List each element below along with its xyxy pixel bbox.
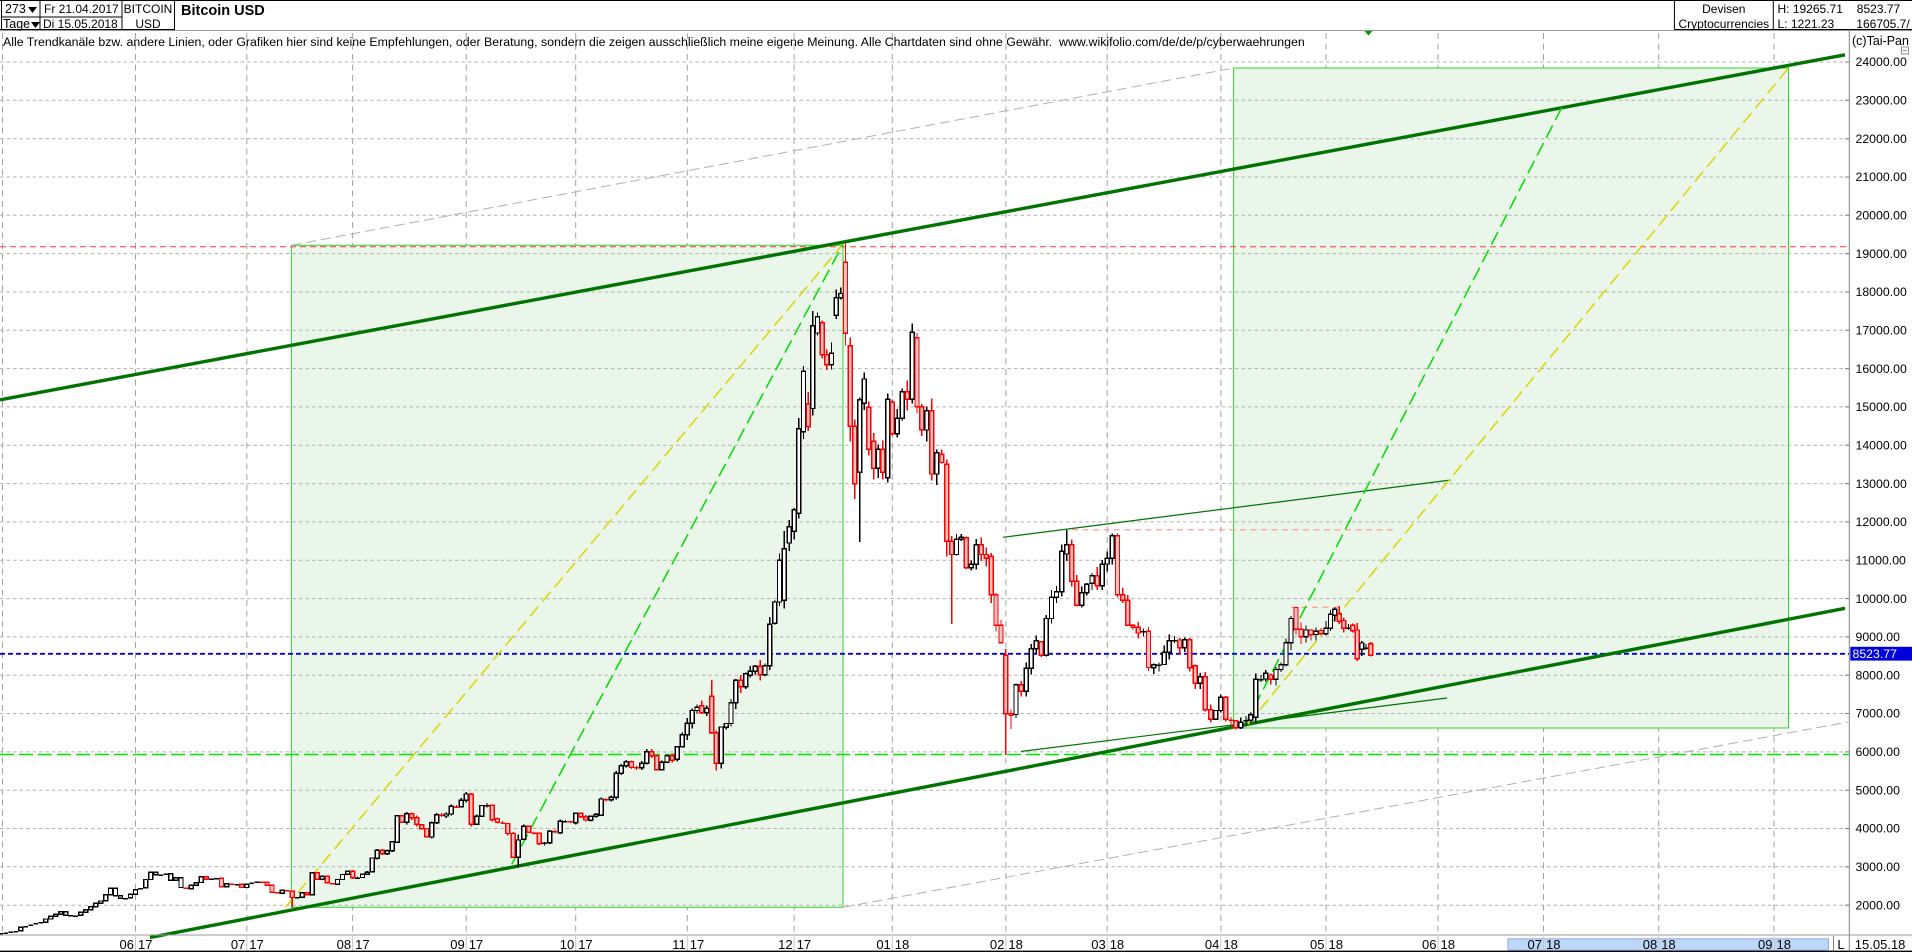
svg-text:273: 273 bbox=[5, 2, 26, 16]
svg-text:06: 06 bbox=[1422, 937, 1436, 952]
svg-text:4000.00: 4000.00 bbox=[1856, 822, 1901, 836]
svg-text:18: 18 bbox=[1223, 937, 1237, 952]
svg-text:Tage: Tage bbox=[3, 17, 30, 31]
svg-text:17: 17 bbox=[469, 937, 483, 952]
svg-text:18: 18 bbox=[1329, 937, 1343, 952]
svg-text:Di 15.05.2018: Di 15.05.2018 bbox=[43, 17, 118, 31]
svg-text:L: 1221.23: L: 1221.23 bbox=[1778, 17, 1835, 31]
svg-text:17: 17 bbox=[797, 937, 811, 952]
svg-text:18: 18 bbox=[895, 937, 909, 952]
svg-text:9000.00: 9000.00 bbox=[1856, 630, 1901, 644]
svg-text:08: 08 bbox=[1643, 937, 1657, 952]
svg-text:01: 01 bbox=[876, 937, 890, 952]
svg-text:12000.00: 12000.00 bbox=[1856, 515, 1907, 529]
svg-text:23000.00: 23000.00 bbox=[1856, 94, 1907, 108]
svg-text:18: 18 bbox=[1777, 937, 1791, 952]
svg-text:H: 19265.71: H: 19265.71 bbox=[1778, 2, 1844, 16]
svg-text:BITCOIN: BITCOIN bbox=[124, 2, 173, 16]
svg-text:Cryptocurrencies: Cryptocurrencies bbox=[1678, 17, 1769, 31]
svg-text:14000.00: 14000.00 bbox=[1856, 439, 1907, 453]
svg-text:5000.00: 5000.00 bbox=[1856, 783, 1901, 797]
svg-text:10000.00: 10000.00 bbox=[1856, 592, 1907, 606]
svg-text:18: 18 bbox=[1008, 937, 1022, 952]
svg-text:02: 02 bbox=[990, 937, 1004, 952]
svg-text:18: 18 bbox=[1441, 937, 1455, 952]
svg-text:11000.00: 11000.00 bbox=[1856, 553, 1907, 567]
svg-text:04: 04 bbox=[1205, 937, 1219, 952]
svg-text:24000.00: 24000.00 bbox=[1856, 55, 1907, 69]
svg-text:18: 18 bbox=[1546, 937, 1560, 952]
svg-text:8523.77: 8523.77 bbox=[1857, 2, 1901, 16]
svg-text:L: L bbox=[1837, 937, 1844, 952]
svg-text:3000.00: 3000.00 bbox=[1856, 860, 1901, 874]
svg-text:19000.00: 19000.00 bbox=[1856, 247, 1907, 261]
svg-text:Alle Trendkanäle bzw. andere L: Alle Trendkanäle bzw. andere Linien, ode… bbox=[3, 35, 1305, 49]
svg-text:07: 07 bbox=[1528, 937, 1542, 952]
svg-text:17: 17 bbox=[249, 937, 263, 952]
svg-text:18000.00: 18000.00 bbox=[1856, 285, 1907, 299]
svg-text:21000.00: 21000.00 bbox=[1856, 170, 1907, 184]
svg-text:09: 09 bbox=[1758, 937, 1772, 952]
svg-text:2000.00: 2000.00 bbox=[1856, 898, 1901, 912]
svg-text:06: 06 bbox=[120, 937, 134, 952]
svg-text:USD: USD bbox=[135, 17, 161, 31]
svg-text:17: 17 bbox=[138, 937, 152, 952]
svg-text:22000.00: 22000.00 bbox=[1856, 132, 1907, 146]
svg-text:12: 12 bbox=[778, 937, 792, 952]
svg-text:16000.00: 16000.00 bbox=[1856, 362, 1907, 376]
svg-text:08: 08 bbox=[337, 937, 351, 952]
svg-text:6000.00: 6000.00 bbox=[1856, 745, 1901, 759]
svg-text:8000.00: 8000.00 bbox=[1856, 668, 1901, 682]
svg-text:Devisen: Devisen bbox=[1702, 2, 1745, 16]
svg-text:7000.00: 7000.00 bbox=[1856, 707, 1901, 721]
svg-text:Bitcoin USD: Bitcoin USD bbox=[181, 3, 265, 19]
svg-text:10: 10 bbox=[560, 937, 574, 952]
svg-text:11: 11 bbox=[672, 937, 686, 952]
svg-text:09: 09 bbox=[450, 937, 464, 952]
svg-text:17000.00: 17000.00 bbox=[1856, 324, 1907, 338]
svg-text:17: 17 bbox=[690, 937, 704, 952]
svg-text:05: 05 bbox=[1310, 937, 1324, 952]
svg-text:03: 03 bbox=[1091, 937, 1105, 952]
svg-text:8523.77: 8523.77 bbox=[1853, 647, 1898, 661]
svg-text:15.05.18: 15.05.18 bbox=[1855, 937, 1906, 952]
svg-text:Fr 21.04.2017: Fr 21.04.2017 bbox=[44, 2, 119, 16]
svg-text:17: 17 bbox=[578, 937, 592, 952]
svg-text:17: 17 bbox=[355, 937, 369, 952]
svg-text:20000.00: 20000.00 bbox=[1856, 209, 1907, 223]
svg-text:18: 18 bbox=[1661, 937, 1675, 952]
svg-text:13000.00: 13000.00 bbox=[1856, 477, 1907, 491]
svg-text:166705.7/: 166705.7/ bbox=[1856, 17, 1910, 31]
svg-text:(c)Tai-Pan: (c)Tai-Pan bbox=[1852, 34, 1909, 48]
svg-text:18: 18 bbox=[1110, 937, 1124, 952]
svg-text:15000.00: 15000.00 bbox=[1856, 400, 1907, 414]
svg-text:07: 07 bbox=[231, 937, 245, 952]
